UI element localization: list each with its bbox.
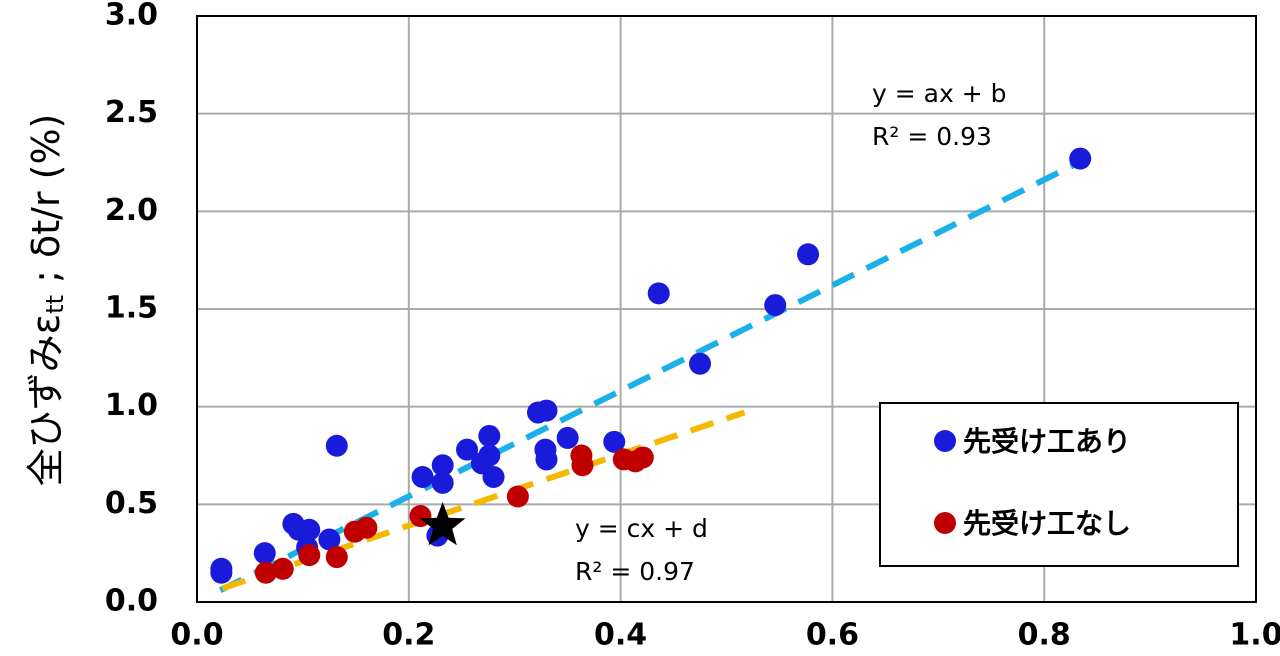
point	[298, 518, 321, 541]
point	[254, 561, 277, 584]
y-tick-label: 2.5	[105, 95, 158, 130]
x-tick-label: 0.4	[594, 618, 647, 653]
point	[325, 546, 348, 569]
plot-frame	[196, 15, 1257, 603]
point	[535, 399, 558, 422]
y-tick-label: 2.0	[105, 193, 158, 228]
point	[318, 528, 341, 551]
x-tick-label: 0.8	[1018, 618, 1071, 653]
legend-label: 先受け工あり	[963, 425, 1131, 458]
y-tick-label: 0.0	[105, 584, 158, 619]
y-label-main: 全ひずみε	[24, 314, 68, 487]
point	[271, 557, 294, 580]
point	[298, 544, 321, 567]
point	[431, 454, 454, 477]
legend-label: 先受け工なし	[963, 507, 1131, 540]
x-tick-label: 0.2	[382, 618, 435, 653]
point	[411, 465, 434, 488]
trend-r2: R² = 0.97	[575, 557, 695, 586]
legend-box	[879, 402, 1239, 567]
point	[506, 485, 529, 508]
legend-marker	[934, 430, 956, 452]
point	[325, 434, 348, 457]
point	[210, 561, 233, 584]
y-tick-label: 1.0	[105, 388, 158, 423]
y-tick-label: 1.5	[105, 291, 158, 326]
point	[631, 446, 654, 469]
point	[456, 438, 479, 461]
trend-equation: y = ax + b	[872, 79, 1006, 108]
y-tick-label: 0.5	[105, 486, 158, 521]
point	[647, 282, 670, 305]
legend-marker	[934, 512, 956, 534]
x-tick-label: 0.6	[806, 618, 859, 653]
y-axis-label: 全ひずみεtt ; δt/r (%)	[24, 114, 70, 487]
point	[253, 542, 276, 565]
point	[431, 471, 454, 494]
trend-r2: R² = 0.93	[872, 122, 992, 151]
point	[764, 294, 787, 317]
point	[355, 516, 378, 539]
point	[478, 424, 501, 447]
point	[482, 465, 505, 488]
point	[797, 243, 820, 266]
point	[535, 448, 558, 471]
x-tick-label: 1.0	[1229, 618, 1280, 653]
point	[603, 430, 626, 453]
y-label-sub: tt	[41, 295, 69, 314]
trend-equation: y = cx + d	[575, 514, 708, 543]
point	[478, 444, 501, 467]
point	[689, 352, 712, 375]
x-tick-label: 0.0	[170, 618, 223, 653]
y-label-rest: ; δt/r (%)	[24, 114, 68, 295]
point	[571, 454, 594, 477]
highlight-star	[419, 501, 466, 546]
point	[556, 426, 579, 449]
point	[1069, 147, 1092, 170]
y-tick-label: 3.0	[105, 0, 158, 33]
